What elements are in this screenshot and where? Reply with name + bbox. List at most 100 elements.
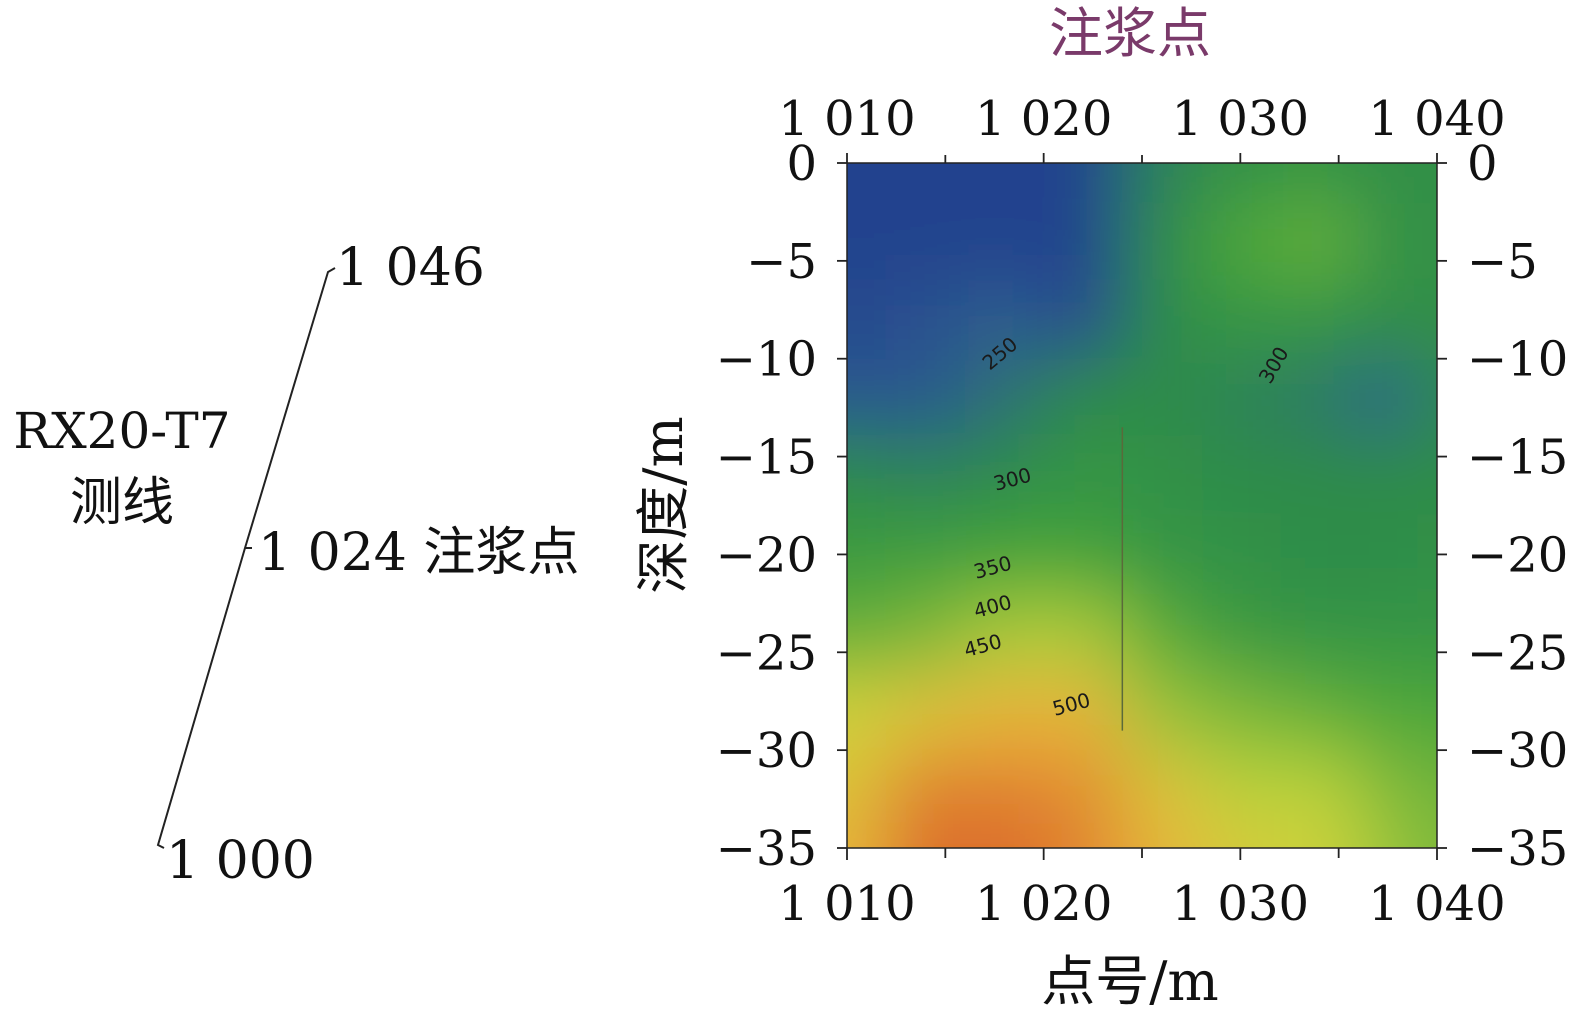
x-axis-top: 1 010 1 020 1 030 1 040 — [778, 91, 1506, 163]
heatmap-cell — [1417, 593, 1437, 673]
heatmap-cell — [847, 515, 888, 595]
heatmap-cell — [886, 593, 966, 673]
heatmap-cell — [1358, 671, 1419, 752]
heatmap-cell — [965, 358, 1045, 438]
x-axis-label: 点号/m — [1041, 950, 1218, 1013]
heatmap-cell — [1417, 750, 1437, 820]
heatmap-cell — [1358, 202, 1419, 282]
heatmap-cell — [1358, 818, 1419, 848]
heatmap-surface — [847, 163, 1437, 848]
tick-label: −30 — [1467, 723, 1568, 779]
survey-line-end-label: 1 046 — [336, 238, 485, 298]
heatmap-cell — [886, 750, 966, 820]
heatmap-cell — [847, 437, 888, 517]
heatmap-cell — [1279, 202, 1360, 282]
heatmap-cell — [1122, 593, 1202, 673]
tick-label: 1 020 — [975, 876, 1112, 932]
heatmap-cell — [1279, 818, 1360, 848]
survey-line-grout-label: 1 024 注浆点 — [258, 523, 579, 583]
heatmap-cell — [886, 358, 966, 438]
heatmap-cell — [886, 818, 966, 848]
heatmap-cell — [1043, 750, 1124, 820]
heatmap-cell — [886, 280, 966, 360]
heatmap-cell — [1201, 280, 1281, 360]
heatmap-cell — [1417, 163, 1437, 204]
heatmap-cell — [1201, 358, 1281, 438]
heatmap-cell — [1043, 818, 1124, 848]
heatmap-cell — [1043, 163, 1124, 204]
heatmap-cell — [1122, 437, 1202, 517]
heatmap-cell — [1201, 818, 1281, 848]
tick-label: 1 040 — [1368, 876, 1505, 932]
chart-title: 注浆点 — [1049, 2, 1211, 65]
heatmap-cell — [1279, 437, 1360, 517]
survey-line-start-label: 1 000 — [166, 831, 315, 891]
heatmap-cell — [886, 515, 966, 595]
heatmap-cell — [1358, 593, 1419, 673]
heatmap-cell — [965, 750, 1045, 820]
heatmap-cells — [847, 163, 1437, 848]
heatmap-cell — [1043, 280, 1124, 360]
tick-label: −15 — [1467, 430, 1568, 486]
tick-label: 1 020 — [975, 91, 1112, 147]
heatmap-cell — [1122, 280, 1202, 360]
heatmap-cell — [1417, 202, 1437, 282]
heatmap-cell — [886, 671, 966, 752]
tick-label: −35 — [1467, 821, 1568, 877]
tick-label: 1 040 — [1368, 91, 1505, 147]
heatmap-cell — [1122, 671, 1202, 752]
heatmap-cell — [1417, 437, 1437, 517]
heatmap-cell — [1279, 593, 1360, 673]
heatmap-cell — [965, 202, 1045, 282]
heatmap-cell — [1279, 358, 1360, 438]
tick-label: 0 — [786, 136, 817, 192]
heatmap-cell — [1122, 515, 1202, 595]
heatmap-cell — [1122, 163, 1202, 204]
heatmap-cell — [1122, 818, 1202, 848]
y-axis-left: 0 −5 −10 −15 −20 −25 −30 −35 — [716, 136, 847, 877]
heatmap-cell — [1201, 163, 1281, 204]
tick-label: −20 — [1467, 527, 1568, 583]
heatmap-cell — [965, 593, 1045, 673]
heatmap-cell — [1201, 437, 1281, 517]
heatmap-cell — [1122, 750, 1202, 820]
tick-label: 0 — [1467, 136, 1498, 192]
heatmap-cell — [1279, 671, 1360, 752]
survey-line-name: RX20-T7 — [13, 402, 230, 460]
heatmap-cell — [1043, 515, 1124, 595]
tick-label: −35 — [716, 821, 817, 877]
heatmap-cell — [847, 593, 888, 673]
heatmap-cell — [965, 515, 1045, 595]
y-axis-label: 深度/m — [632, 416, 695, 593]
heatmap-cell — [1043, 671, 1124, 752]
heatmap-cell — [847, 818, 888, 848]
heatmap-cell — [965, 818, 1045, 848]
tick-label: −30 — [716, 723, 817, 779]
heatmap-cell — [886, 202, 966, 282]
heatmap-cell — [1417, 358, 1437, 438]
tick-label: 1 010 — [778, 91, 915, 147]
heatmap-cell — [1201, 593, 1281, 673]
heatmap-cell — [847, 358, 888, 438]
heatmap-cell — [1358, 358, 1419, 438]
heatmap-cell — [1122, 202, 1202, 282]
heatmap-cell — [1201, 202, 1281, 282]
heatmap-cell — [1043, 202, 1124, 282]
heatmap-cell — [1358, 437, 1419, 517]
heatmap-cell — [1201, 750, 1281, 820]
heatmap-cell — [1279, 515, 1360, 595]
heatmap-cell — [886, 163, 966, 204]
heatmap-cell — [1279, 750, 1360, 820]
tick-label: −20 — [716, 527, 817, 583]
heatmap-cell — [1043, 593, 1124, 673]
heatmap-cell — [847, 202, 888, 282]
heatmap-cell — [1201, 671, 1281, 752]
heatmap-cell — [1043, 358, 1124, 438]
heatmap-cell — [965, 163, 1045, 204]
heatmap-cell — [1043, 437, 1124, 517]
heatmap-cell — [1358, 750, 1419, 820]
tick-label: 1 010 — [778, 876, 915, 932]
heatmap-cell — [847, 163, 888, 204]
heatmap-cell — [965, 280, 1045, 360]
